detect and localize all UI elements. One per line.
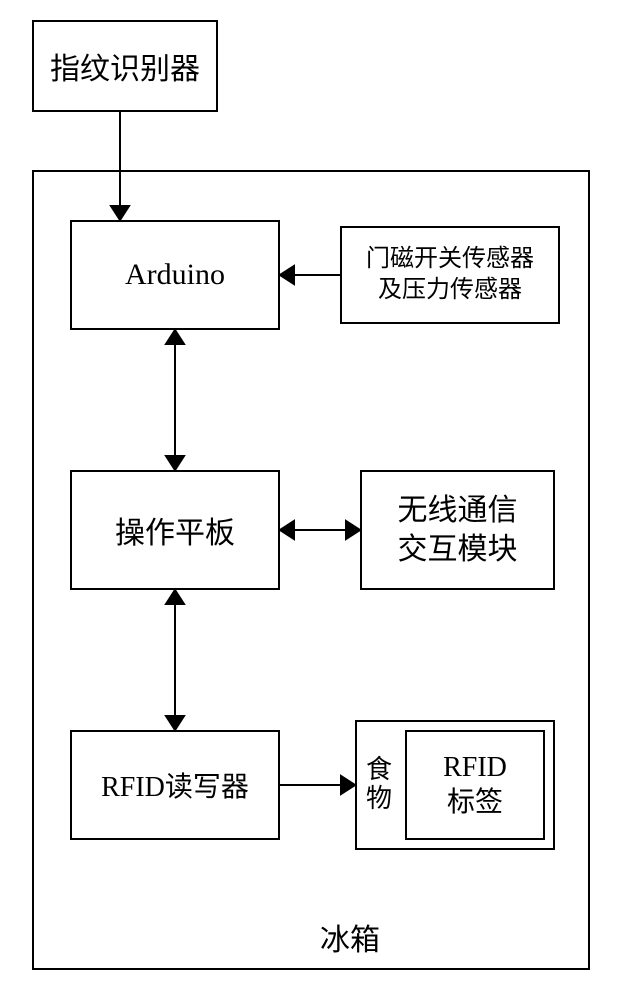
sensors-line1: 门磁开关传感器 xyxy=(366,244,534,275)
tablet-label: 操作平板 xyxy=(115,508,235,552)
rfid-reader-label: RFID读写器 xyxy=(101,765,249,805)
food-label: 食 物 xyxy=(362,735,396,835)
sensors-box: 门磁开关传感器 及压力传感器 xyxy=(340,226,560,324)
tablet-box: 操作平板 xyxy=(70,470,280,590)
rfid-reader-box: RFID读写器 xyxy=(70,730,280,840)
fingerprint-label: 指纹识别器 xyxy=(50,44,200,88)
food-char-2: 物 xyxy=(366,785,392,814)
food-char-1: 食 xyxy=(366,756,392,785)
diagram-canvas: 指纹识别器 冰箱 Arduino 门磁开关传感器 及压力传感器 操作平板 无线通… xyxy=(0,0,619,1000)
arduino-label: Arduino xyxy=(125,258,225,292)
rfid-tag-line2: 标签 xyxy=(447,785,503,820)
fingerprint-box: 指纹识别器 xyxy=(32,20,218,112)
sensors-line2: 及压力传感器 xyxy=(378,275,522,306)
wireless-line2: 交互模块 xyxy=(398,530,518,569)
wireless-box: 无线通信 交互模块 xyxy=(360,470,555,590)
arduino-box: Arduino xyxy=(70,220,280,330)
wireless-line1: 无线通信 xyxy=(398,491,518,530)
rfid-tag-line1: RFID xyxy=(443,750,507,785)
fridge-label: 冰箱 xyxy=(320,915,380,959)
rfid-tag-box: RFID 标签 xyxy=(405,730,545,840)
